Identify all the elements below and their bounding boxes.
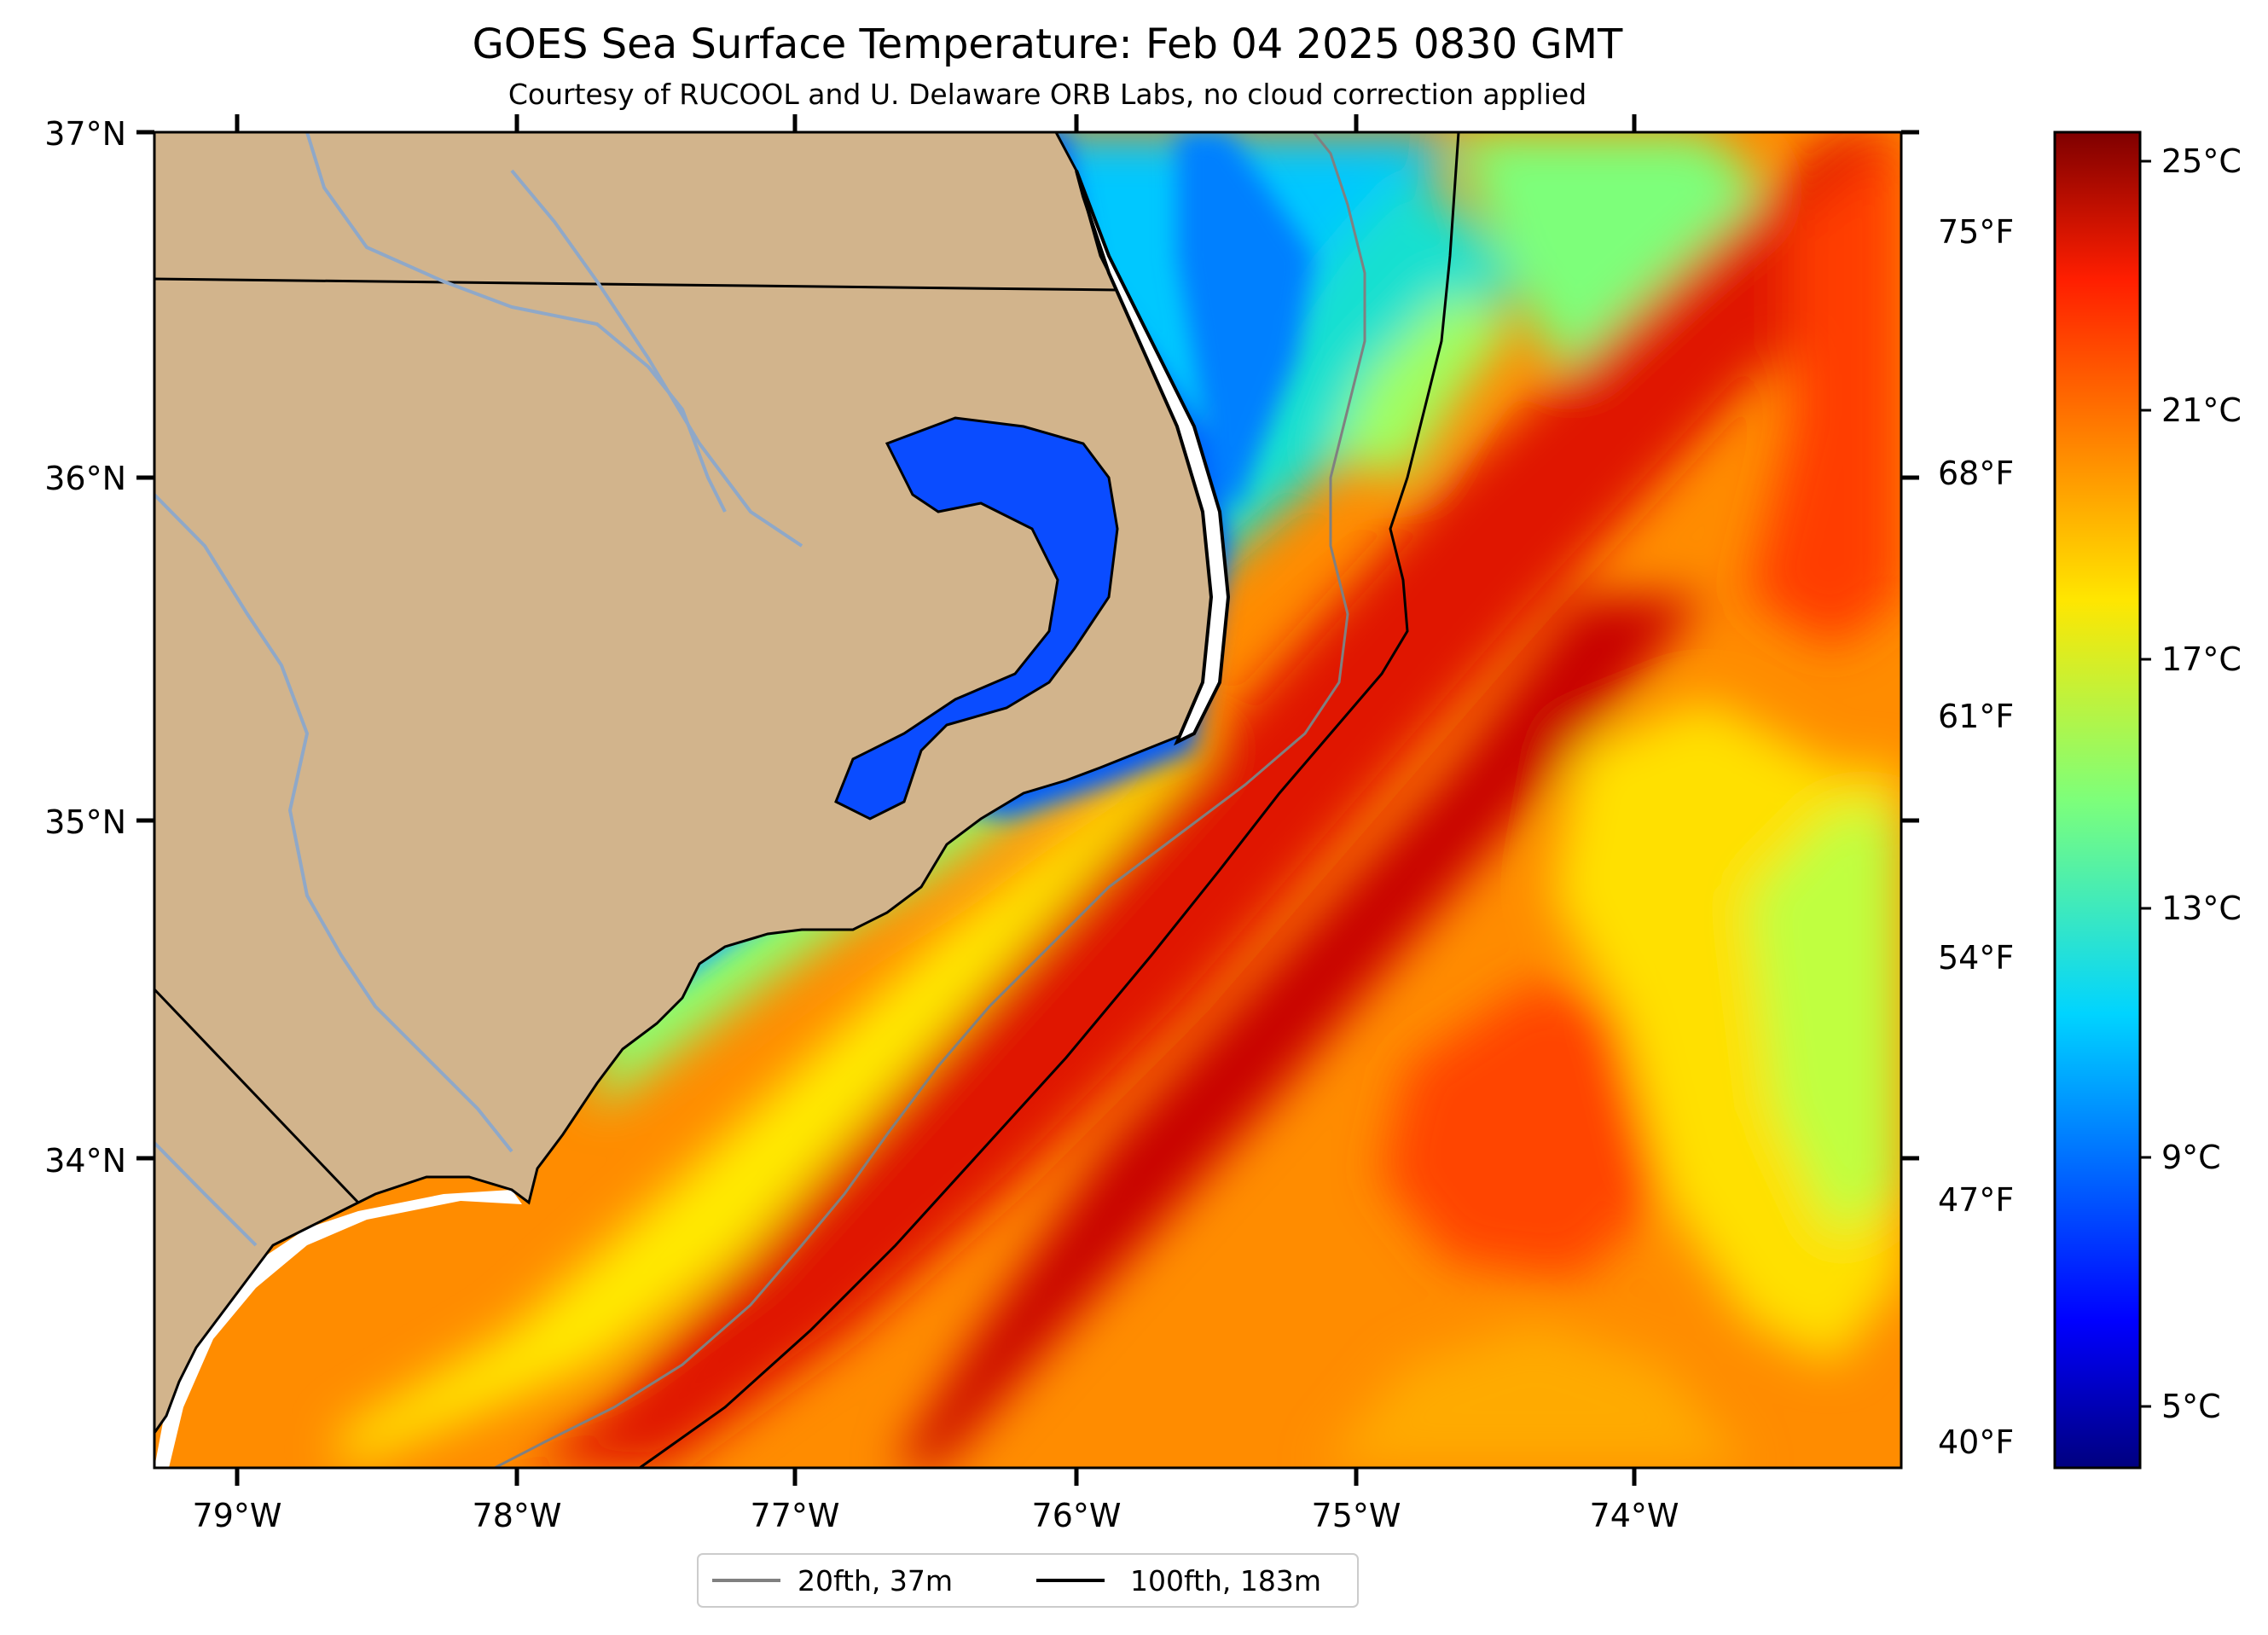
lat-ticks bbox=[136, 130, 1919, 1161]
pamlico-albemarle-sounds bbox=[834, 416, 1119, 820]
legend-label-20fth: 20fth, 37m bbox=[798, 1564, 953, 1597]
colorbar-labels: 25°C 21°C 17°C 13°C 9°C 5°C bbox=[2161, 142, 2242, 1425]
legend: 20fth, 37m 100fth, 183m bbox=[697, 1553, 1359, 1608]
isobath-20fth bbox=[494, 132, 1366, 1468]
c-label-5: 5°C bbox=[2161, 1388, 2221, 1425]
colorbar-ticks bbox=[2140, 159, 2151, 1408]
c-label-9: 9°C bbox=[2161, 1139, 2221, 1176]
lon-labels: 79°W 78°W 77°W 76°W 75°W 74°W bbox=[193, 1497, 1679, 1534]
figure-subtitle: Courtesy of RUCOOL and U. Delaware ORB L… bbox=[508, 78, 1586, 111]
lat-label-36: 36°N bbox=[44, 460, 126, 497]
legend-box bbox=[697, 1553, 1359, 1608]
outer-banks bbox=[1075, 170, 1231, 746]
c-label-13: 13°C bbox=[2161, 890, 2242, 927]
f-label-54: 54°F bbox=[1938, 939, 2014, 977]
c-label-25: 25°C bbox=[2161, 142, 2242, 180]
colorbar bbox=[2053, 130, 2142, 1470]
f-label-61: 61°F bbox=[1938, 698, 2014, 735]
lon-label-76: 76°W bbox=[1032, 1497, 1122, 1534]
lat-label-37: 37°N bbox=[44, 115, 126, 153]
f-label-47: 47°F bbox=[1938, 1181, 2014, 1219]
f-label-68: 68°F bbox=[1938, 455, 2014, 492]
lon-label-78: 78°W bbox=[473, 1497, 562, 1534]
lat-labels: 37°N 36°N 35°N 34°N bbox=[44, 115, 126, 1180]
lon-label-74: 74°W bbox=[1590, 1497, 1679, 1534]
c-label-21: 21°C bbox=[2161, 391, 2242, 429]
lon-ticks bbox=[235, 114, 1637, 1486]
lon-label-79: 79°W bbox=[193, 1497, 282, 1534]
lon-label-75: 75°W bbox=[1312, 1497, 1401, 1534]
state-border-va-nc bbox=[154, 277, 1118, 292]
c-label-17: 17°C bbox=[2161, 641, 2242, 678]
figure-title: GOES Sea Surface Temperature: Feb 04 202… bbox=[473, 20, 1623, 68]
lat-label-34: 34°N bbox=[44, 1142, 126, 1180]
lon-label-77: 77°W bbox=[751, 1497, 840, 1534]
fahrenheit-labels: 75°F 68°F 61°F 54°F 47°F 40°F bbox=[1938, 213, 2014, 1461]
isobath-100fth bbox=[639, 132, 1460, 1468]
map-area bbox=[154, 132, 1901, 1468]
f-label-75: 75°F bbox=[1938, 213, 2014, 251]
state-border-nc-sc bbox=[154, 988, 360, 1204]
legend-label-100fth: 100fth, 183m bbox=[1130, 1564, 1321, 1597]
rivers bbox=[154, 132, 803, 1247]
f-label-40: 40°F bbox=[1938, 1423, 2014, 1461]
map-frame bbox=[153, 130, 1903, 1470]
lat-label-35: 35°N bbox=[44, 803, 126, 841]
